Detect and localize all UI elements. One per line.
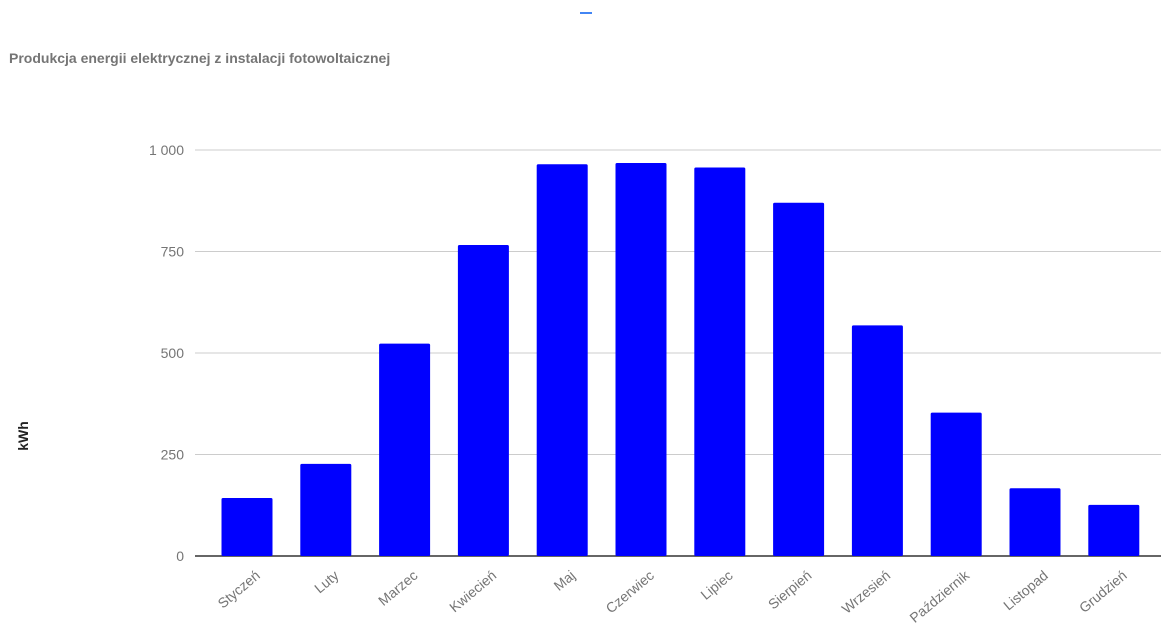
y-tick-label: 750 <box>161 244 185 260</box>
x-tick-label: Luty <box>311 567 342 596</box>
bars <box>221 162 1140 556</box>
bar-4 <box>457 245 509 556</box>
bar-7 <box>694 167 746 556</box>
bar-12 <box>1088 504 1140 556</box>
bar-6 <box>615 162 667 556</box>
x-tick-label: Wrzesień <box>839 567 894 617</box>
bar-5 <box>536 164 588 556</box>
x-tick-label: Styczeń <box>214 567 262 611</box>
x-tick-label: Grudzień <box>1076 567 1130 616</box>
y-tick-label: 0 <box>176 548 184 564</box>
bar-1 <box>221 497 273 556</box>
x-tick-label: Kwiecień <box>446 567 499 615</box>
x-tick-label: Lipiec <box>697 567 735 603</box>
bar-9 <box>851 325 903 556</box>
bar-11 <box>1009 488 1061 556</box>
x-tick-label: Październik <box>906 566 972 625</box>
bar-10 <box>930 412 982 556</box>
y-tick-label: 250 <box>161 447 185 463</box>
y-tick-label: 1 000 <box>149 142 184 158</box>
x-tick-label: Czerwiec <box>603 567 657 616</box>
top-marker <box>580 12 592 14</box>
bar-3 <box>379 343 431 556</box>
chart-title: Produkcja energii elektrycznej z instala… <box>9 50 391 66</box>
y-tick-labels: 0 250 500 750 1 000 <box>149 142 184 564</box>
gridlines <box>195 149 1161 557</box>
x-tick-label: Listopad <box>1000 567 1051 613</box>
x-tick-labels: Styczeń Luty Marzec Kwiecień Maj Czerwiec Lipi… <box>214 566 1129 625</box>
y-tick-label: 500 <box>161 345 185 361</box>
bar-8 <box>773 202 825 556</box>
x-tick-label: Maj <box>551 567 579 594</box>
x-tick-label: Marzec <box>375 567 420 609</box>
bar-2 <box>300 463 352 556</box>
x-tick-label: Sierpień <box>765 567 815 612</box>
